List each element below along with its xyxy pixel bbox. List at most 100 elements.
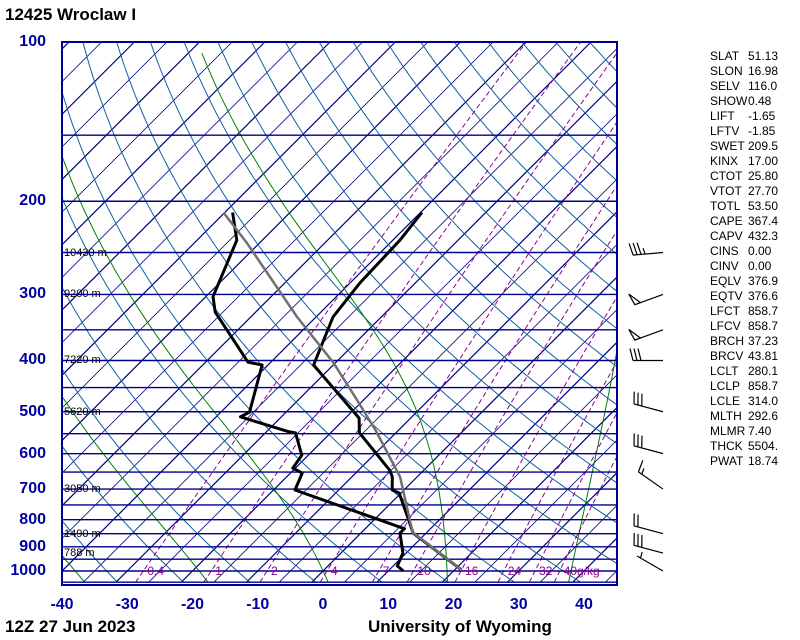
moist-adiabat-line xyxy=(568,53,617,583)
index-row: SLON 16.98 xyxy=(710,64,778,79)
wind-barb-half xyxy=(642,248,646,255)
index-row: LIFT -1.65 xyxy=(710,109,778,124)
isotherm-line xyxy=(62,42,70,50)
height-label: 5620 m xyxy=(64,405,101,418)
isotherm-line xyxy=(62,42,298,278)
wind-barb xyxy=(628,293,664,306)
index-row: LFTV -1.85 xyxy=(710,124,778,139)
mixing-ratio-line xyxy=(203,42,582,583)
mixing-ratio-label: 7 xyxy=(382,564,390,578)
isotherm-line xyxy=(62,42,266,246)
temperature-tick-label: 40 xyxy=(575,596,593,613)
index-row: SWET 209.5 xyxy=(710,139,778,154)
wind-barb-staff xyxy=(638,471,664,490)
index-value: 280.1 xyxy=(748,364,779,378)
wind-barb-staff xyxy=(633,525,664,535)
index-name: LCLT xyxy=(710,364,739,378)
mixing-ratio-line xyxy=(371,184,617,583)
index-name: LFCV xyxy=(710,319,741,333)
sounding-profiles xyxy=(211,211,463,573)
wind-barb xyxy=(637,460,664,490)
index-value: 17.00 xyxy=(748,154,779,168)
index-value: 16.98 xyxy=(748,64,779,78)
index-row: CINS 0.00 xyxy=(710,244,778,259)
isotherm-line xyxy=(62,42,396,377)
isotherm-line xyxy=(507,471,617,583)
wind-barb-staff xyxy=(633,251,664,256)
index-name: SHOW xyxy=(710,94,748,108)
dry-adiabat-line xyxy=(62,368,251,583)
dry-adiabat-line xyxy=(521,42,617,146)
moist-adiabat-line xyxy=(62,154,329,583)
mixing-ratio-line xyxy=(454,295,617,583)
isotherm-line xyxy=(62,42,331,311)
index-value: 292.6 xyxy=(748,409,779,423)
moist-adiabat-line xyxy=(62,554,86,583)
wind-barb-full xyxy=(632,242,638,255)
dry-adiabat-line xyxy=(62,445,185,583)
index-value: 376.9 xyxy=(748,274,779,288)
temperature-tick-label: 0 xyxy=(318,596,328,613)
dry-adiabat-line xyxy=(150,42,617,565)
index-value: -1.65 xyxy=(748,109,776,123)
moist-adiabat-line xyxy=(201,53,448,583)
index-name: EQLV xyxy=(710,274,742,288)
index-value: 376.6 xyxy=(748,289,779,303)
index-row: TOTL 53.50 xyxy=(710,199,778,214)
index-value: 116.0 xyxy=(748,79,778,93)
dry-adiabat-line xyxy=(116,42,581,583)
wind-barbs xyxy=(628,242,664,572)
dry-adiabat-line xyxy=(62,286,317,583)
isotherm-line xyxy=(311,276,617,583)
index-name: SLAT xyxy=(710,49,740,63)
temperature-tick-label: 20 xyxy=(444,596,463,613)
dry-adiabat-line xyxy=(487,42,617,182)
index-value: 7.40 xyxy=(748,424,772,438)
index-name: PWAT xyxy=(710,454,744,468)
dry-adiabat-line xyxy=(62,196,383,583)
wind-barb-half xyxy=(639,551,643,559)
pressure-tick-label: 600 xyxy=(19,444,46,462)
index-name: SELV xyxy=(710,79,740,93)
index-row: CAPV 432.3 xyxy=(710,229,778,244)
index-row: BRCV 43.81 xyxy=(710,349,778,364)
mixing-ratio-label: 10 xyxy=(417,564,431,578)
index-name: CTOT xyxy=(710,169,743,183)
dry-adiabat-line xyxy=(792,42,800,582)
mixing-ratio-label: 2 xyxy=(271,564,278,578)
sounding-indices: SLAT 51.13 SLON 16.98 SELV 116.0 SHOW 0.48 LIFT -… xyxy=(710,49,778,469)
mixing-ratio-label: 0.4 xyxy=(147,564,165,578)
wind-barb xyxy=(633,532,664,554)
temperature-tick-label: -30 xyxy=(115,596,139,613)
mixing-ratio-line xyxy=(406,229,617,583)
wind-barb-full xyxy=(637,460,644,473)
index-row: MLMR 7.40 xyxy=(710,424,778,439)
pressure-tick-label: 400 xyxy=(19,351,46,369)
index-name: LFCT xyxy=(710,304,740,318)
mixing-ratio-label: 40g/kg xyxy=(563,564,600,578)
dry-adiabat-line xyxy=(183,42,617,524)
dry-adiabat-line xyxy=(62,519,118,583)
index-value: 5504. xyxy=(748,439,779,453)
index-row: VTOT 27.70 xyxy=(710,184,778,199)
index-name: CAPE xyxy=(710,214,743,228)
isotherm-line xyxy=(62,42,494,474)
index-row: LCLT 280.1 xyxy=(710,364,778,379)
isotherm-line xyxy=(62,42,233,213)
dry-adiabat-line xyxy=(318,42,617,368)
index-value: 858.7 xyxy=(748,379,779,393)
index-name: CAPV xyxy=(710,229,743,243)
height-label: 10430 m xyxy=(64,246,107,259)
dry-adiabat-line xyxy=(420,42,617,255)
index-name: BRCV xyxy=(710,349,744,363)
height-label: 7220 m xyxy=(64,354,101,367)
wind-barb-staff xyxy=(636,555,664,572)
index-name: TOTL xyxy=(710,199,741,213)
wind-barb-full xyxy=(637,348,642,361)
pressure-tick-label: 500 xyxy=(19,402,46,420)
height-label: 9200 m xyxy=(64,288,101,301)
wind-barb-full xyxy=(629,348,634,361)
dry-adiabat-line xyxy=(251,42,617,445)
index-name: CINS xyxy=(710,244,739,258)
index-value: 314.0 xyxy=(748,394,779,408)
